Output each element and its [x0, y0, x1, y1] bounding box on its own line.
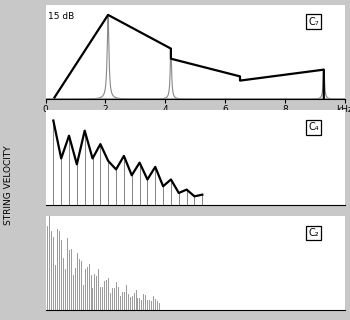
Text: STRING VELOCITY: STRING VELOCITY [4, 146, 13, 225]
Text: C₇: C₇ [308, 17, 318, 27]
Text: C₄: C₄ [308, 123, 318, 132]
Text: 15 dB: 15 dB [49, 12, 75, 21]
Text: C₂: C₂ [308, 228, 318, 238]
